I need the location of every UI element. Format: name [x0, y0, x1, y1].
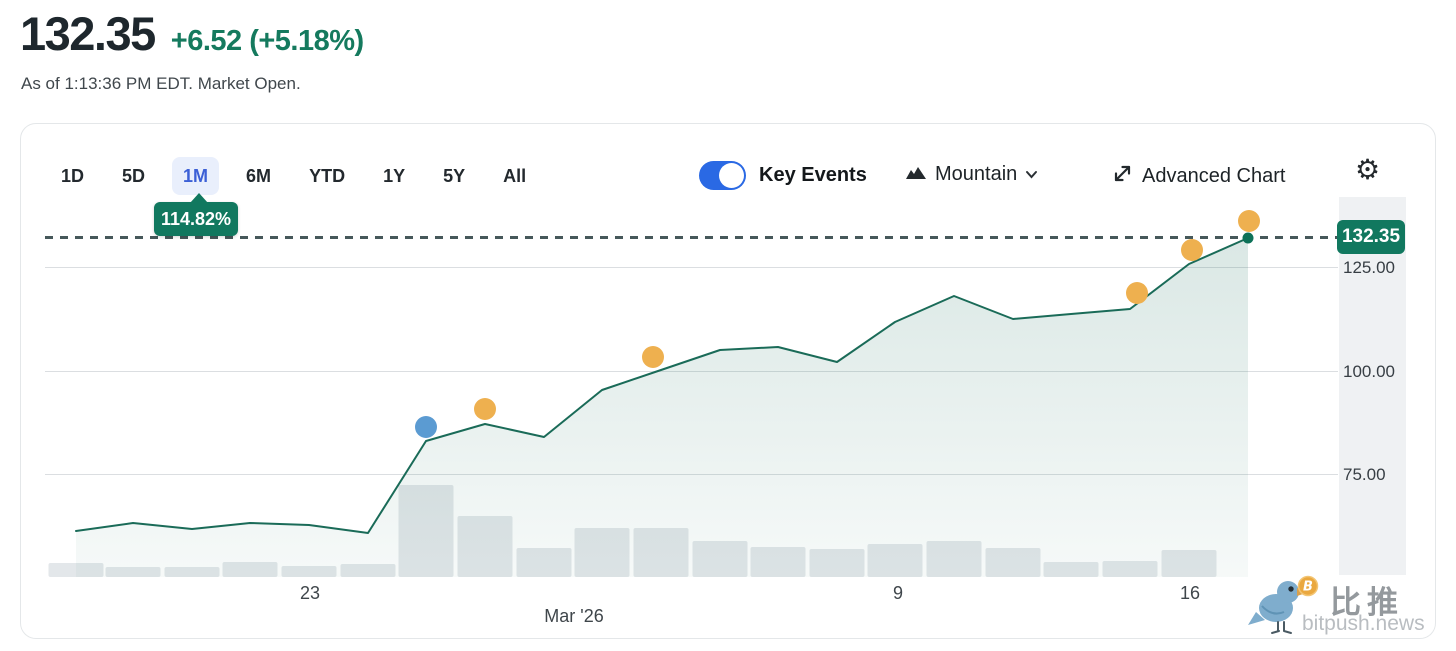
- tab-ytd[interactable]: YTD: [309, 166, 346, 186]
- current-price: 132.35: [20, 7, 156, 60]
- y-axis-label: 75.00: [1343, 465, 1386, 484]
- chart-type-label: Mountain: [935, 163, 1018, 185]
- y-axis-label: 125.00: [1343, 258, 1395, 277]
- svg-text:B: B: [1303, 580, 1313, 595]
- gridline: [45, 267, 1338, 268]
- advanced-chart-label: Advanced Chart: [1142, 164, 1286, 187]
- price-change: +6.52 (+5.18%): [170, 25, 364, 57]
- bitpush-cn-text: 比推: [1330, 585, 1404, 620]
- y-axis-label: 100.00: [1343, 362, 1395, 381]
- mountain-icon: [905, 165, 927, 185]
- price-header: 132.35 +6.52 (+5.18%): [20, 8, 364, 60]
- tab-1d[interactable]: 1D: [61, 166, 85, 186]
- bitpush-bird-logo: B: [1248, 572, 1322, 651]
- gridline: [45, 474, 1338, 475]
- advanced-chart-link[interactable]: Advanced Chart: [1112, 163, 1285, 189]
- tab-5d[interactable]: 5D: [122, 166, 146, 186]
- tab-1y[interactable]: 1Y: [383, 166, 406, 186]
- x-axis-label: Mar '26: [544, 606, 604, 626]
- chevron-down-icon: [1025, 166, 1038, 184]
- range-return-tooltip: 114.82%: [154, 193, 238, 236]
- as-of-text: As of 1:13:36 PM EDT. Market Open.: [21, 74, 301, 93]
- chart-panel: [20, 123, 1436, 639]
- toggle-knob: [719, 163, 744, 188]
- tab-6m[interactable]: 6M: [246, 166, 272, 186]
- range-tabs: 1D 5D 1M 6M YTD 1Y 5Y All: [50, 157, 537, 195]
- tab-all[interactable]: All: [503, 166, 527, 186]
- chart-type-dropdown[interactable]: Mountain: [905, 163, 1038, 186]
- y-axis-strip: [1339, 197, 1406, 575]
- current-price-badge: 132.35: [1337, 220, 1405, 254]
- expand-arrow-icon: [1112, 163, 1133, 189]
- key-events-toggle[interactable]: [699, 161, 746, 190]
- tab-1m[interactable]: 1M: [172, 157, 220, 195]
- current-price-dashed-line: [45, 236, 1337, 239]
- x-axis-label: 16: [1179, 583, 1201, 603]
- x-axis-label: 23: [299, 583, 321, 603]
- x-axis-label: 9: [892, 583, 904, 603]
- bitpush-site-text: bitpush.news: [1302, 612, 1425, 635]
- gear-icon[interactable]: ⚙: [1355, 154, 1381, 185]
- key-events-label: Key Events: [759, 164, 867, 186]
- tab-5y[interactable]: 5Y: [443, 166, 466, 186]
- gridline: [45, 371, 1338, 372]
